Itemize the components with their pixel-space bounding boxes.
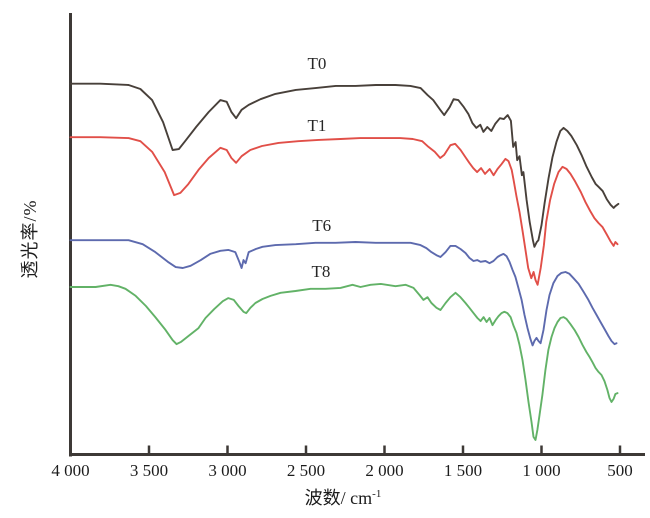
x-tick-label-500: 500 xyxy=(607,461,633,480)
x-axis-title-text: 波数/ cm xyxy=(304,488,373,508)
x-tick-label-3500: 3 500 xyxy=(129,461,169,480)
x-axis-title: 波数/ cm-1 xyxy=(305,484,382,510)
curve-label-T0: T0 xyxy=(307,53,327,73)
spectrum-curve-T8 xyxy=(69,282,619,441)
x-tick-label-1500: 1 500 xyxy=(443,461,483,480)
x-tick-label-4000: 4 000 xyxy=(51,461,90,480)
x-axis-title-superscript: -1 xyxy=(372,488,382,500)
curve-label-T6: T6 xyxy=(312,216,332,236)
x-tick-label-3000: 3 000 xyxy=(208,461,247,480)
x-tick-label-2500: 2 500 xyxy=(286,461,326,480)
spectrum-curve-T0 xyxy=(69,82,620,248)
curve-label-T8: T8 xyxy=(311,262,331,281)
x-tick-label-2000: 2 000 xyxy=(365,461,404,480)
y-axis-title: 透光率/% xyxy=(16,200,42,279)
x-tick-label-1000: 1 000 xyxy=(522,461,561,480)
spectrum-curve-T6 xyxy=(69,239,618,347)
curve-label-T1: T1 xyxy=(307,116,327,136)
y-axis-title-text: 透光率/% xyxy=(20,199,40,279)
spectrum-curve-T1 xyxy=(69,136,619,286)
